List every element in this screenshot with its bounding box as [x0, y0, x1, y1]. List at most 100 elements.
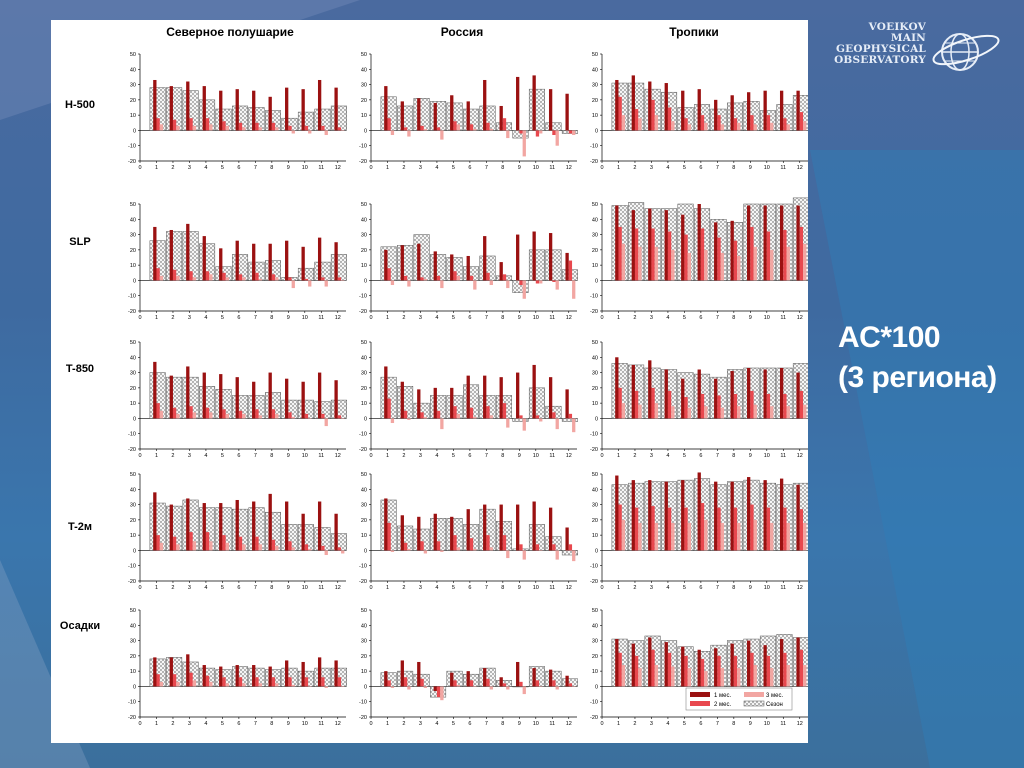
row-label: T-2м: [68, 521, 92, 533]
x-tick-label: 3: [650, 315, 653, 321]
bar-m3: [407, 686, 411, 690]
x-tick-label: 5: [221, 165, 224, 171]
bar-m1: [714, 222, 718, 281]
bar-season: [297, 267, 314, 281]
bar-m3: [258, 278, 262, 281]
bar-m2: [222, 409, 226, 419]
bar-m3: [423, 128, 428, 131]
bar-m2: [205, 118, 210, 131]
x-tick-label: 8: [501, 585, 504, 591]
bar-m1: [466, 375, 470, 419]
bar-m2: [387, 118, 391, 131]
x-tick-label: 6: [468, 165, 471, 171]
legend-label-m2: 2 мес.: [714, 702, 731, 708]
bar-m2: [288, 541, 292, 551]
x-tick-label: 11: [780, 165, 786, 171]
x-tick-label: 10: [302, 453, 308, 459]
bar-m2: [750, 504, 754, 551]
y-tick-label: 30: [130, 83, 136, 89]
x-tick-label: 4: [435, 315, 438, 321]
x-tick-label: 10: [533, 315, 539, 321]
bar-m2: [486, 272, 490, 281]
bar-m3: [506, 550, 510, 559]
bar-season: [528, 387, 545, 419]
row-label: SLP: [69, 236, 90, 248]
bar-m3: [720, 252, 724, 281]
x-tick-label: 12: [797, 165, 803, 171]
bar-m2: [337, 415, 342, 419]
bar-m2: [337, 277, 342, 281]
bar-m2: [271, 122, 276, 131]
legend-swatch-season: [743, 700, 765, 707]
bar-m2: [205, 532, 210, 551]
x-tick-label: 9: [287, 453, 290, 459]
bar-m2: [733, 507, 738, 551]
legend-label-m3: 3 мес.: [766, 693, 783, 699]
bar-m2: [717, 507, 721, 551]
bar-m1: [417, 98, 421, 131]
bar-m2: [271, 274, 276, 281]
bar-m2: [156, 674, 160, 687]
bar-m3: [176, 544, 180, 551]
y-tick-label: 40: [361, 67, 367, 73]
y-tick-label: -10: [128, 432, 136, 438]
bar-m3: [572, 686, 576, 687]
bar-m3: [473, 416, 477, 419]
bar-m2: [733, 118, 738, 131]
bar-m3: [390, 130, 395, 136]
bar-m1: [565, 389, 569, 419]
bar-m2: [321, 277, 325, 281]
bar-m3: [753, 404, 757, 419]
bar-m1: [268, 96, 272, 131]
bar-m2: [321, 545, 325, 551]
x-tick-label: 0: [600, 165, 603, 171]
bar-m2: [535, 544, 540, 551]
bar-m2: [486, 122, 490, 131]
bar-m1: [763, 480, 767, 551]
chart-panel: Северное полушарие Россия Тропики H-500 SLP T…: [51, 20, 808, 743]
bar-m1: [681, 378, 685, 419]
bar-m1: [796, 637, 800, 687]
x-tick-label: 5: [683, 721, 686, 727]
y-tick-label: -20: [590, 309, 598, 315]
bar-m3: [770, 249, 774, 281]
bar-m1: [334, 380, 338, 419]
y-tick-label: 10: [361, 533, 367, 539]
bar-m3: [275, 277, 279, 281]
bar-season: [413, 234, 430, 281]
bar-m3: [489, 128, 493, 131]
y-tick-label: 50: [130, 340, 136, 346]
bar-m1: [681, 214, 685, 281]
bar-m2: [189, 118, 193, 131]
bar-m2: [634, 507, 639, 551]
x-tick-label: 4: [204, 315, 207, 321]
bar-m2: [304, 413, 309, 419]
bar-m1: [400, 101, 404, 131]
bar-m3: [159, 542, 164, 551]
bar-m3: [390, 686, 395, 688]
bar-m2: [486, 406, 490, 419]
bar-m1: [153, 226, 157, 281]
bar-m1: [730, 95, 734, 131]
y-tick-label: 30: [361, 503, 367, 509]
bar-m1: [417, 661, 421, 687]
x-tick-label: 4: [204, 721, 207, 727]
bar-m1: [169, 504, 173, 551]
bar-m2: [651, 99, 655, 131]
bar-m2: [634, 655, 639, 687]
bar-m1: [697, 89, 701, 131]
bar-m2: [766, 231, 771, 281]
bar-m3: [440, 686, 444, 701]
bar-m2: [651, 649, 655, 687]
bar-m3: [737, 255, 741, 281]
x-tick-label: 7: [485, 315, 488, 321]
x-tick-label: 2: [171, 585, 174, 591]
bar-m3: [275, 413, 279, 419]
bar-m2: [156, 118, 160, 131]
bar-m1: [714, 648, 718, 687]
y-tick-label: 50: [130, 52, 136, 58]
bar-m1: [697, 649, 701, 687]
row-label: H-500: [65, 99, 95, 111]
x-tick-label: 3: [419, 585, 422, 591]
bar-m3: [440, 130, 444, 140]
